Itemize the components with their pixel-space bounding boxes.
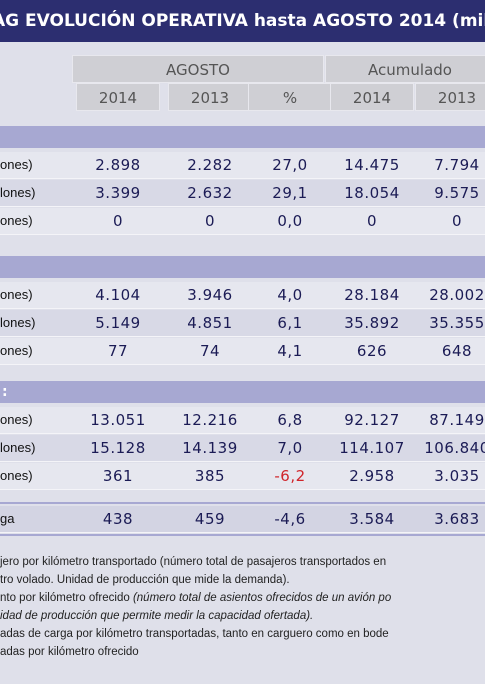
data-row xyxy=(0,407,485,434)
cell-value: 3.584 xyxy=(349,510,395,528)
header-group: Acumulado xyxy=(325,55,485,83)
footnote-text: tro volado. Unidad de producción que mid… xyxy=(0,574,290,586)
row-label: ones) xyxy=(0,287,33,302)
cell-value: 35.355 xyxy=(429,314,485,332)
cell-value: 29,1 xyxy=(272,184,308,202)
footnote: adas de carga por kilómetro transportada… xyxy=(0,628,389,640)
header-column: 2013 xyxy=(415,83,485,111)
cell-value: 2.282 xyxy=(187,156,233,174)
data-row xyxy=(0,282,485,309)
total-row xyxy=(0,506,485,533)
section-bar: : xyxy=(0,381,485,403)
footnote-text: jero por kilómetro transportado (número … xyxy=(0,556,387,568)
cell-value: 35.892 xyxy=(344,314,400,332)
row-label: ga xyxy=(0,511,15,526)
cell-value: -4,6 xyxy=(274,510,306,528)
footnote-text: nto por kilómetro ofrecido xyxy=(0,592,133,604)
cell-value: 3.035 xyxy=(434,467,480,485)
cell-value: 459 xyxy=(194,510,226,528)
cell-value: 14.139 xyxy=(182,439,238,457)
header-group: AGOSTO xyxy=(72,55,324,83)
cell-value: 28.184 xyxy=(344,286,400,304)
cell-value: 14.475 xyxy=(344,156,400,174)
cell-value: 648 xyxy=(441,342,473,360)
header-column: 2014 xyxy=(76,83,160,111)
cell-value: 27,0 xyxy=(272,156,308,174)
cell-value: 0,0 xyxy=(277,212,303,230)
cell-value: 12.216 xyxy=(182,411,238,429)
cell-value: 7.794 xyxy=(434,156,480,174)
header-column: % xyxy=(248,83,332,111)
row-label: ones) xyxy=(0,468,33,483)
cell-value: 0 xyxy=(204,212,216,230)
cell-value: 9.575 xyxy=(434,184,480,202)
cell-value: 361 xyxy=(102,467,134,485)
cell-value: 0 xyxy=(451,212,463,230)
cell-value: 106.840 xyxy=(424,439,485,457)
data-row xyxy=(0,152,485,179)
cell-value: 114.107 xyxy=(339,439,405,457)
cell-value: 4,1 xyxy=(277,342,303,360)
row-label: ones) xyxy=(0,157,33,172)
row-label: lones) xyxy=(0,440,36,455)
data-row xyxy=(0,338,485,365)
data-row xyxy=(0,310,485,337)
cell-value: 626 xyxy=(356,342,388,360)
footnote: adas por kilómetro ofrecido xyxy=(0,646,139,658)
total-divider xyxy=(0,534,485,536)
cell-value: 13.051 xyxy=(90,411,146,429)
cell-value: 3.946 xyxy=(187,286,233,304)
row-label: ones) xyxy=(0,343,33,358)
cell-value: 87.149 xyxy=(429,411,485,429)
section-bar xyxy=(0,126,485,148)
row-label: lones) xyxy=(0,315,36,330)
total-divider xyxy=(0,502,485,504)
cell-value: 4.851 xyxy=(187,314,233,332)
cell-value: 0 xyxy=(366,212,378,230)
row-label: lones) xyxy=(0,185,36,200)
header-column: 2013 xyxy=(168,83,252,111)
cell-value: 2.632 xyxy=(187,184,233,202)
cell-value: 385 xyxy=(194,467,226,485)
footnote-text: (número total de asientos ofrecidos de u… xyxy=(132,592,392,604)
data-row xyxy=(0,435,485,462)
cell-value: 6,8 xyxy=(277,411,303,429)
cell-value: 0 xyxy=(112,212,124,230)
data-row xyxy=(0,208,485,235)
cell-value: 28.002 xyxy=(429,286,485,304)
footnote-text: idad de producción que permite medir la … xyxy=(0,610,314,622)
cell-value: 74 xyxy=(199,342,221,360)
section-bar xyxy=(0,256,485,278)
data-row xyxy=(0,463,485,490)
cell-value: 2.958 xyxy=(349,467,395,485)
data-row xyxy=(0,180,485,207)
cell-value: 2.898 xyxy=(95,156,141,174)
cell-value: 18.054 xyxy=(344,184,400,202)
footnote: jero por kilómetro transportado (número … xyxy=(0,556,386,568)
footnote: idad de producción que permite medir la … xyxy=(0,610,313,622)
cell-value: 92.127 xyxy=(344,411,400,429)
cell-value: 77 xyxy=(107,342,129,360)
row-label: ones) xyxy=(0,213,33,228)
cell-value: 5.149 xyxy=(95,314,141,332)
cell-value: 7,0 xyxy=(277,439,303,457)
header-column: 2014 xyxy=(330,83,414,111)
cell-value: 4.104 xyxy=(95,286,141,304)
footnote-text: adas por kilómetro ofrecido xyxy=(0,646,139,658)
footnote: tro volado. Unidad de producción que mid… xyxy=(0,574,290,586)
cell-value: 3.399 xyxy=(95,184,141,202)
footnote: nto por kilómetro ofrecido (número total… xyxy=(0,592,391,604)
cell-value: 3.683 xyxy=(434,510,480,528)
cell-value: -6,2 xyxy=(274,467,306,485)
cell-value: 15.128 xyxy=(90,439,146,457)
footnote-text: adas de carga por kilómetro transportada… xyxy=(0,628,389,640)
cell-value: 4,0 xyxy=(277,286,303,304)
row-label: ones) xyxy=(0,412,33,427)
cell-value: 438 xyxy=(102,510,134,528)
cell-value: 6,1 xyxy=(277,314,303,332)
title: AG EVOLUCIÓN OPERATIVA hasta AGOSTO 2014… xyxy=(0,0,485,42)
